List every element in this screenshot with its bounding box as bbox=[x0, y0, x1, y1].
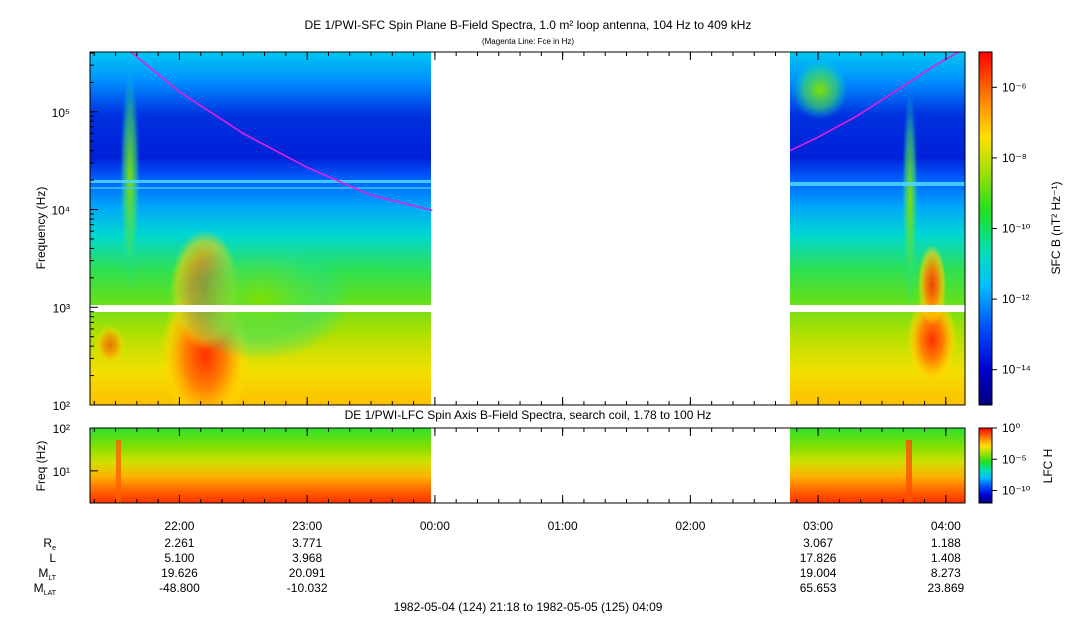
ephemeris-value: 1.408 bbox=[931, 551, 961, 565]
ephemeris-value: 19.004 bbox=[800, 566, 837, 580]
sfc-y-tick-label-3: 10⁵ bbox=[52, 106, 70, 120]
sfc-y-tick-label-1: 10³ bbox=[53, 301, 70, 315]
lfc-colorbar bbox=[978, 427, 993, 504]
sfc-colorbar bbox=[978, 51, 993, 406]
lfc-colorbar-tick-label-1: 10⁻⁵ bbox=[1002, 452, 1027, 466]
fce-line-segment-1 bbox=[789, 52, 959, 152]
ephemeris-label-1: L bbox=[49, 551, 56, 565]
sfc-colorbar-tick-label-4: 10⁻¹⁴ bbox=[1002, 363, 1031, 377]
ephemeris-value: 65.653 bbox=[800, 581, 837, 595]
sfc-colorbar-tick-label-2: 10⁻¹⁰ bbox=[1002, 222, 1031, 236]
time-tick-label-0: 22:00 bbox=[164, 519, 194, 533]
sfc-y-tick-label-2: 10⁴ bbox=[51, 204, 70, 218]
lfc-y-axis: 10¹ 10² bbox=[53, 422, 98, 479]
ephemeris-value: 3.771 bbox=[292, 536, 322, 550]
time-tick-label-6: 04:00 bbox=[931, 519, 961, 533]
time-tick-label-4: 02:00 bbox=[675, 519, 705, 533]
lfc-y-tick-label-0: 10¹ bbox=[53, 465, 70, 479]
time-tick-label-3: 01:00 bbox=[548, 519, 578, 533]
ephemeris-value: 23.869 bbox=[927, 581, 964, 595]
time-tick-label-2: 00:00 bbox=[420, 519, 450, 533]
sfc-subtitle: (Magenta Line: Fce in Hz) bbox=[482, 37, 574, 46]
footer-time-range: 1982-05-04 (124) 21:18 to 1982-05-05 (12… bbox=[394, 600, 663, 614]
fce-line-segment-0 bbox=[130, 52, 433, 212]
sfc-colorbar-ticks: 10⁻⁶ 10⁻⁸ 10⁻¹⁰ 10⁻¹² 10⁻¹⁴ bbox=[992, 80, 1031, 377]
lfc-y-label: Freq (Hz) bbox=[34, 441, 48, 492]
ephemeris-value: 20.091 bbox=[289, 566, 326, 580]
sfc-spectrogram-panel bbox=[90, 52, 965, 405]
sfc-title: DE 1/PWI-SFC Spin Plane B-Field Spectra,… bbox=[305, 18, 752, 32]
ephemeris-value: -10.032 bbox=[287, 581, 328, 595]
ephemeris-value: 19.626 bbox=[161, 566, 198, 580]
sfc-data-segment-right bbox=[790, 52, 965, 405]
ephemeris-label-0: Re bbox=[43, 536, 56, 552]
time-tick-label-1: 23:00 bbox=[292, 519, 322, 533]
sfc-colorbar-tick-label-3: 10⁻¹² bbox=[1002, 292, 1030, 306]
ephemeris-value: 3.968 bbox=[292, 551, 322, 565]
sfc-data-segment-left bbox=[90, 52, 431, 405]
lfc-y-tick-label-1: 10² bbox=[53, 422, 70, 436]
lfc-colorbar-tick-label-0: 10⁰ bbox=[1002, 421, 1020, 435]
ephemeris-label-2: MLT bbox=[38, 566, 56, 582]
ephemeris-label-3: MLAT bbox=[34, 581, 57, 597]
sfc-colorbar-label: SFC B (nT² Hz⁻¹) bbox=[1049, 182, 1063, 275]
fce-line bbox=[130, 52, 959, 212]
ephemeris-value: -48.800 bbox=[159, 581, 200, 595]
ephemeris-value: 8.273 bbox=[931, 566, 961, 580]
lfc-data-segment-left bbox=[90, 428, 431, 503]
lfc-colorbar-ticks: 10⁰ 10⁻⁵ 10⁻¹⁰ bbox=[992, 421, 1031, 498]
sfc-data-gap bbox=[432, 52, 787, 405]
sfc-colorbar-tick-label-0: 10⁻⁶ bbox=[1002, 80, 1027, 94]
time-tick-label-5: 03:00 bbox=[803, 519, 833, 533]
time-axis: 22:00 23:00 00:00 01:00 02:00 03:00 04:00 bbox=[93, 52, 961, 533]
lfc-spectrogram-panel bbox=[90, 428, 965, 503]
ephemeris-value: 5.100 bbox=[164, 551, 194, 565]
sfc-y-label: Frequency (Hz) bbox=[34, 187, 48, 270]
lfc-colorbar-tick-label-2: 10⁻¹⁰ bbox=[1002, 484, 1031, 498]
lfc-frame bbox=[89, 427, 966, 504]
lfc-title: DE 1/PWI-LFC Spin Axis B-Field Spectra, … bbox=[345, 408, 712, 422]
sfc-frame bbox=[89, 51, 966, 406]
ephemeris-value: 1.188 bbox=[931, 536, 961, 550]
sfc-y-axis: 10² 10³ 10⁴ 10⁵ bbox=[51, 52, 98, 413]
sfc-colorbar-tick-label-1: 10⁻⁸ bbox=[1002, 151, 1027, 165]
ephemeris-value: 2.261 bbox=[164, 536, 194, 550]
lfc-data-segment-right bbox=[790, 428, 965, 503]
ephemeris-value: 3.067 bbox=[803, 536, 833, 550]
lfc-colorbar-label: LFC H bbox=[1041, 449, 1055, 484]
ephemeris-value: 17.826 bbox=[800, 551, 837, 565]
lfc-data-gap bbox=[432, 428, 787, 503]
sfc-y-tick-label-0: 10² bbox=[53, 399, 70, 413]
